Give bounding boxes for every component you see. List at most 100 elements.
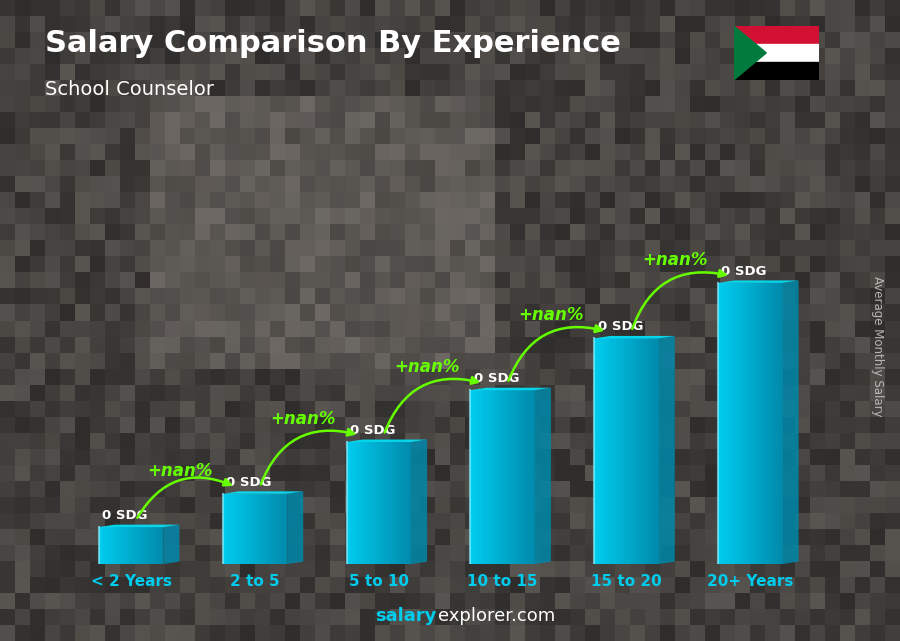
Bar: [555, 593, 570, 609]
Bar: [150, 401, 165, 417]
Bar: [465, 529, 480, 545]
Bar: [30, 577, 45, 593]
Bar: [630, 481, 645, 497]
Bar: [285, 256, 300, 272]
Bar: [165, 561, 180, 577]
Polygon shape: [746, 283, 748, 564]
Bar: [195, 497, 210, 513]
Bar: [450, 304, 465, 320]
Bar: [705, 369, 720, 385]
Bar: [690, 0, 705, 16]
Bar: [780, 529, 795, 545]
Bar: [225, 577, 240, 593]
Bar: [180, 144, 195, 160]
Bar: [750, 481, 765, 497]
Bar: [465, 32, 480, 48]
Bar: [360, 561, 375, 577]
Bar: [660, 64, 675, 80]
Bar: [690, 208, 705, 224]
Bar: [15, 160, 30, 176]
Bar: [510, 497, 525, 513]
Bar: [390, 561, 405, 577]
Bar: [345, 16, 360, 32]
Bar: [825, 304, 840, 320]
Bar: [585, 609, 600, 625]
Bar: [375, 112, 390, 128]
Bar: [765, 240, 780, 256]
Bar: [375, 176, 390, 192]
Bar: [465, 64, 480, 80]
Bar: [195, 176, 210, 192]
Bar: [660, 224, 675, 240]
Bar: [765, 112, 780, 128]
Bar: [780, 401, 795, 417]
Bar: [0, 16, 15, 32]
Polygon shape: [763, 283, 765, 564]
Bar: [615, 160, 630, 176]
Bar: [45, 112, 60, 128]
Bar: [60, 401, 75, 417]
Bar: [300, 561, 315, 577]
Bar: [405, 0, 420, 16]
Bar: [420, 16, 435, 32]
Bar: [495, 288, 510, 304]
Bar: [795, 481, 810, 497]
Bar: [210, 481, 225, 497]
Bar: [375, 208, 390, 224]
Bar: [840, 256, 855, 272]
Bar: [150, 320, 165, 337]
Bar: [720, 433, 735, 449]
Bar: [705, 449, 720, 465]
Bar: [735, 160, 750, 176]
Bar: [360, 96, 375, 112]
Bar: [405, 561, 420, 577]
Polygon shape: [644, 338, 646, 564]
Bar: [750, 577, 765, 593]
Bar: [135, 96, 150, 112]
Bar: [450, 385, 465, 401]
Bar: [840, 32, 855, 48]
Bar: [585, 304, 600, 320]
Bar: [525, 609, 540, 625]
Bar: [570, 401, 585, 417]
Bar: [615, 465, 630, 481]
Bar: [450, 577, 465, 593]
Bar: [660, 128, 675, 144]
Bar: [600, 240, 615, 256]
Bar: [60, 256, 75, 272]
Bar: [525, 593, 540, 609]
Polygon shape: [409, 442, 411, 564]
Polygon shape: [362, 442, 364, 564]
Bar: [105, 337, 120, 353]
Bar: [720, 625, 735, 641]
Bar: [0, 0, 15, 16]
Bar: [390, 96, 405, 112]
Polygon shape: [104, 527, 105, 564]
Bar: [480, 449, 495, 465]
Bar: [600, 593, 615, 609]
Bar: [705, 32, 720, 48]
Bar: [510, 593, 525, 609]
Bar: [285, 96, 300, 112]
Bar: [270, 112, 285, 128]
Bar: [765, 337, 780, 353]
Bar: [495, 96, 510, 112]
Polygon shape: [628, 338, 631, 564]
Bar: [75, 497, 90, 513]
Bar: [780, 465, 795, 481]
Bar: [0, 353, 15, 369]
Bar: [180, 561, 195, 577]
Bar: [375, 240, 390, 256]
Bar: [270, 48, 285, 64]
Bar: [60, 144, 75, 160]
Bar: [135, 256, 150, 272]
Bar: [540, 304, 555, 320]
Bar: [600, 272, 615, 288]
Text: +nan%: +nan%: [147, 462, 212, 479]
Bar: [585, 0, 600, 16]
Bar: [135, 497, 150, 513]
Bar: [435, 353, 450, 369]
Bar: [90, 433, 105, 449]
Polygon shape: [631, 338, 633, 564]
Bar: [465, 80, 480, 96]
